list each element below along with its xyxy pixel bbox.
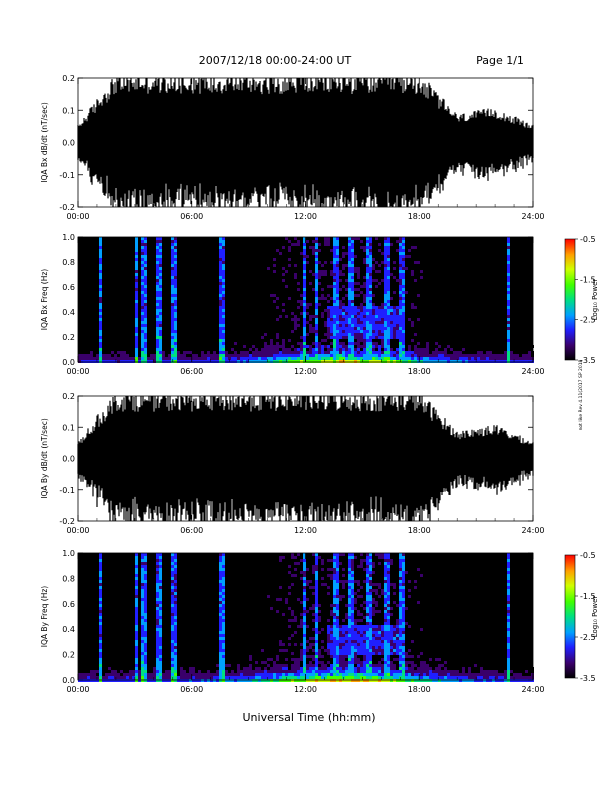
y-tick-label: 1.0 [62,549,75,558]
y-tick-label: 0.2 [62,392,75,401]
y-tick-label: 0.0 [62,358,75,367]
y-axis-label: IQA By Freq (Hz) [40,586,49,648]
y-tick-label: 0.8 [62,574,75,583]
side-note: not like Rev 4.11(2017 SP 2018 [578,359,584,430]
x-tick-label: 06:00 [180,685,203,694]
x-tick-label: 00:00 [66,526,89,535]
y-tick-label: -0.2 [59,517,75,526]
x-tick-label: 12:00 [294,685,317,694]
page-number: Page 1/1 [476,54,524,67]
colorbar [564,554,576,679]
x-tick-label: 00:00 [66,685,89,694]
panel-bx_waveform: 00:00 06:00 12:00 18:00 24:00 0.2 0.1 0.0 -0.1 -0… [40,74,545,221]
waveform-trace [77,396,534,521]
y-tick-label: 0.0 [62,139,75,148]
y-tick-label: 0.2 [62,333,75,342]
y-tick-label: -0.1 [59,171,75,180]
x-tick-label: 00:00 [66,367,89,376]
y-tick-label: 0.6 [62,283,75,292]
colorbar [564,238,576,361]
panels-group: 00:00 06:00 12:00 18:00 24:00 0.2 0.1 0.0 -0.1 -0… [40,74,599,694]
spectrogram-cells [78,237,534,363]
colorbar-tick-label: -0.5 [580,235,596,244]
y-tick-label: 0.0 [62,676,75,685]
colorbar-label: Log₁₀ Power [591,596,599,638]
x-tick-label: 12:00 [294,367,317,376]
y-tick-label: 1.0 [62,233,75,242]
y-tick-label: 0.2 [62,651,75,660]
x-tick-label: 06:00 [180,367,203,376]
spectrogram-cells [78,553,534,682]
y-tick-label: 0.4 [62,625,75,634]
y-tick-label: 0.8 [62,258,75,267]
waveform-trace [77,78,534,207]
colorbar-label: Log₁₀ Power [591,279,599,321]
y-tick-label: 0.2 [62,74,75,83]
x-tick-label: 24:00 [521,685,544,694]
colorbar-tick-label: -1.5 [580,592,596,601]
y-axis-label: IQA By dB/dt (nT/sec) [40,418,49,499]
x-tick-label: 12:00 [294,212,317,221]
x-tick-label: 06:00 [180,526,203,535]
colorbar-tick-label: -0.5 [580,551,596,560]
y-tick-label: -0.1 [59,486,75,495]
page-title: 2007/12/18 00:00-24:00 UT [199,54,352,67]
y-tick-label: 0.1 [62,423,75,432]
y-axis-label: IQA Bx Freq (Hz) [40,269,49,331]
x-tick-label: 18:00 [408,685,431,694]
y-axis-label: IQA Bx dB/dt (nT/sec) [40,102,49,183]
x-axis-label: Universal Time (hh:mm) [243,711,376,724]
x-tick-label: 00:00 [66,212,89,221]
y-tick-label: 0.1 [62,106,75,115]
colorbar-tick-label: -3.5 [580,356,596,365]
colorbar-tick-label: -2.5 [580,633,596,642]
y-tick-label: 0.0 [62,455,75,464]
x-tick-label: 24:00 [521,367,544,376]
colorbar-tick-label: -3.5 [580,674,596,683]
colorbar-tick-label: -1.5 [580,275,596,284]
y-tick-label: -0.2 [59,203,75,212]
x-tick-label: 06:00 [180,212,203,221]
colorbar-tick-label: -2.5 [580,316,596,325]
y-tick-label: 0.4 [62,308,75,317]
x-tick-label: 18:00 [408,367,431,376]
x-tick-label: 12:00 [294,526,317,535]
x-tick-label: 24:00 [521,526,544,535]
panel-by_waveform: 00:00 06:00 12:00 18:00 24:00 0.2 0.1 0.0 -0.1 -0… [40,392,545,535]
x-tick-label: 18:00 [408,212,431,221]
panel-bx_spectrogram: -0.5 -1.5 -2.5 -3.5 Log₁₀ Power 00:00 06:00 12:… [40,233,599,376]
panel-by_spectrogram: -0.5 -1.5 -2.5 -3.5 Log₁₀ Power 00:00 06:00 12:… [40,549,599,694]
y-tick-label: 0.6 [62,600,75,609]
x-tick-label: 24:00 [521,212,544,221]
x-tick-label: 18:00 [408,526,431,535]
